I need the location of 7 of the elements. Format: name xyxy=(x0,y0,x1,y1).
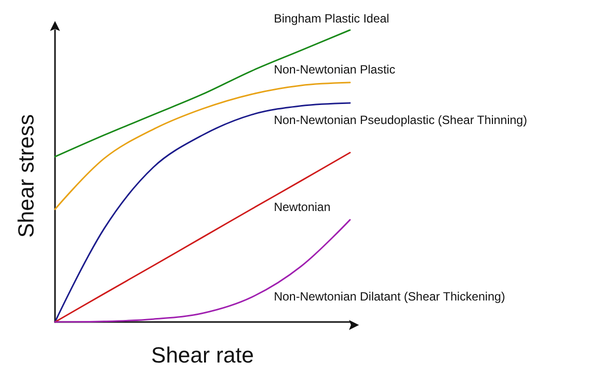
series-label: Bingham Plastic Ideal xyxy=(274,11,390,26)
x-axis-title: Shear rate xyxy=(151,342,254,368)
series-label: Newtonian xyxy=(274,200,331,214)
y-axis-title: Shear stress xyxy=(14,114,38,238)
series-label: Non-Newtonian Plastic xyxy=(274,62,396,76)
series-label: Non-Newtonian Pseudoplastic (Shear Thinning) xyxy=(274,112,528,127)
series-label: Non-Newtonian Dilatant (Shear Thickening) xyxy=(274,290,506,304)
